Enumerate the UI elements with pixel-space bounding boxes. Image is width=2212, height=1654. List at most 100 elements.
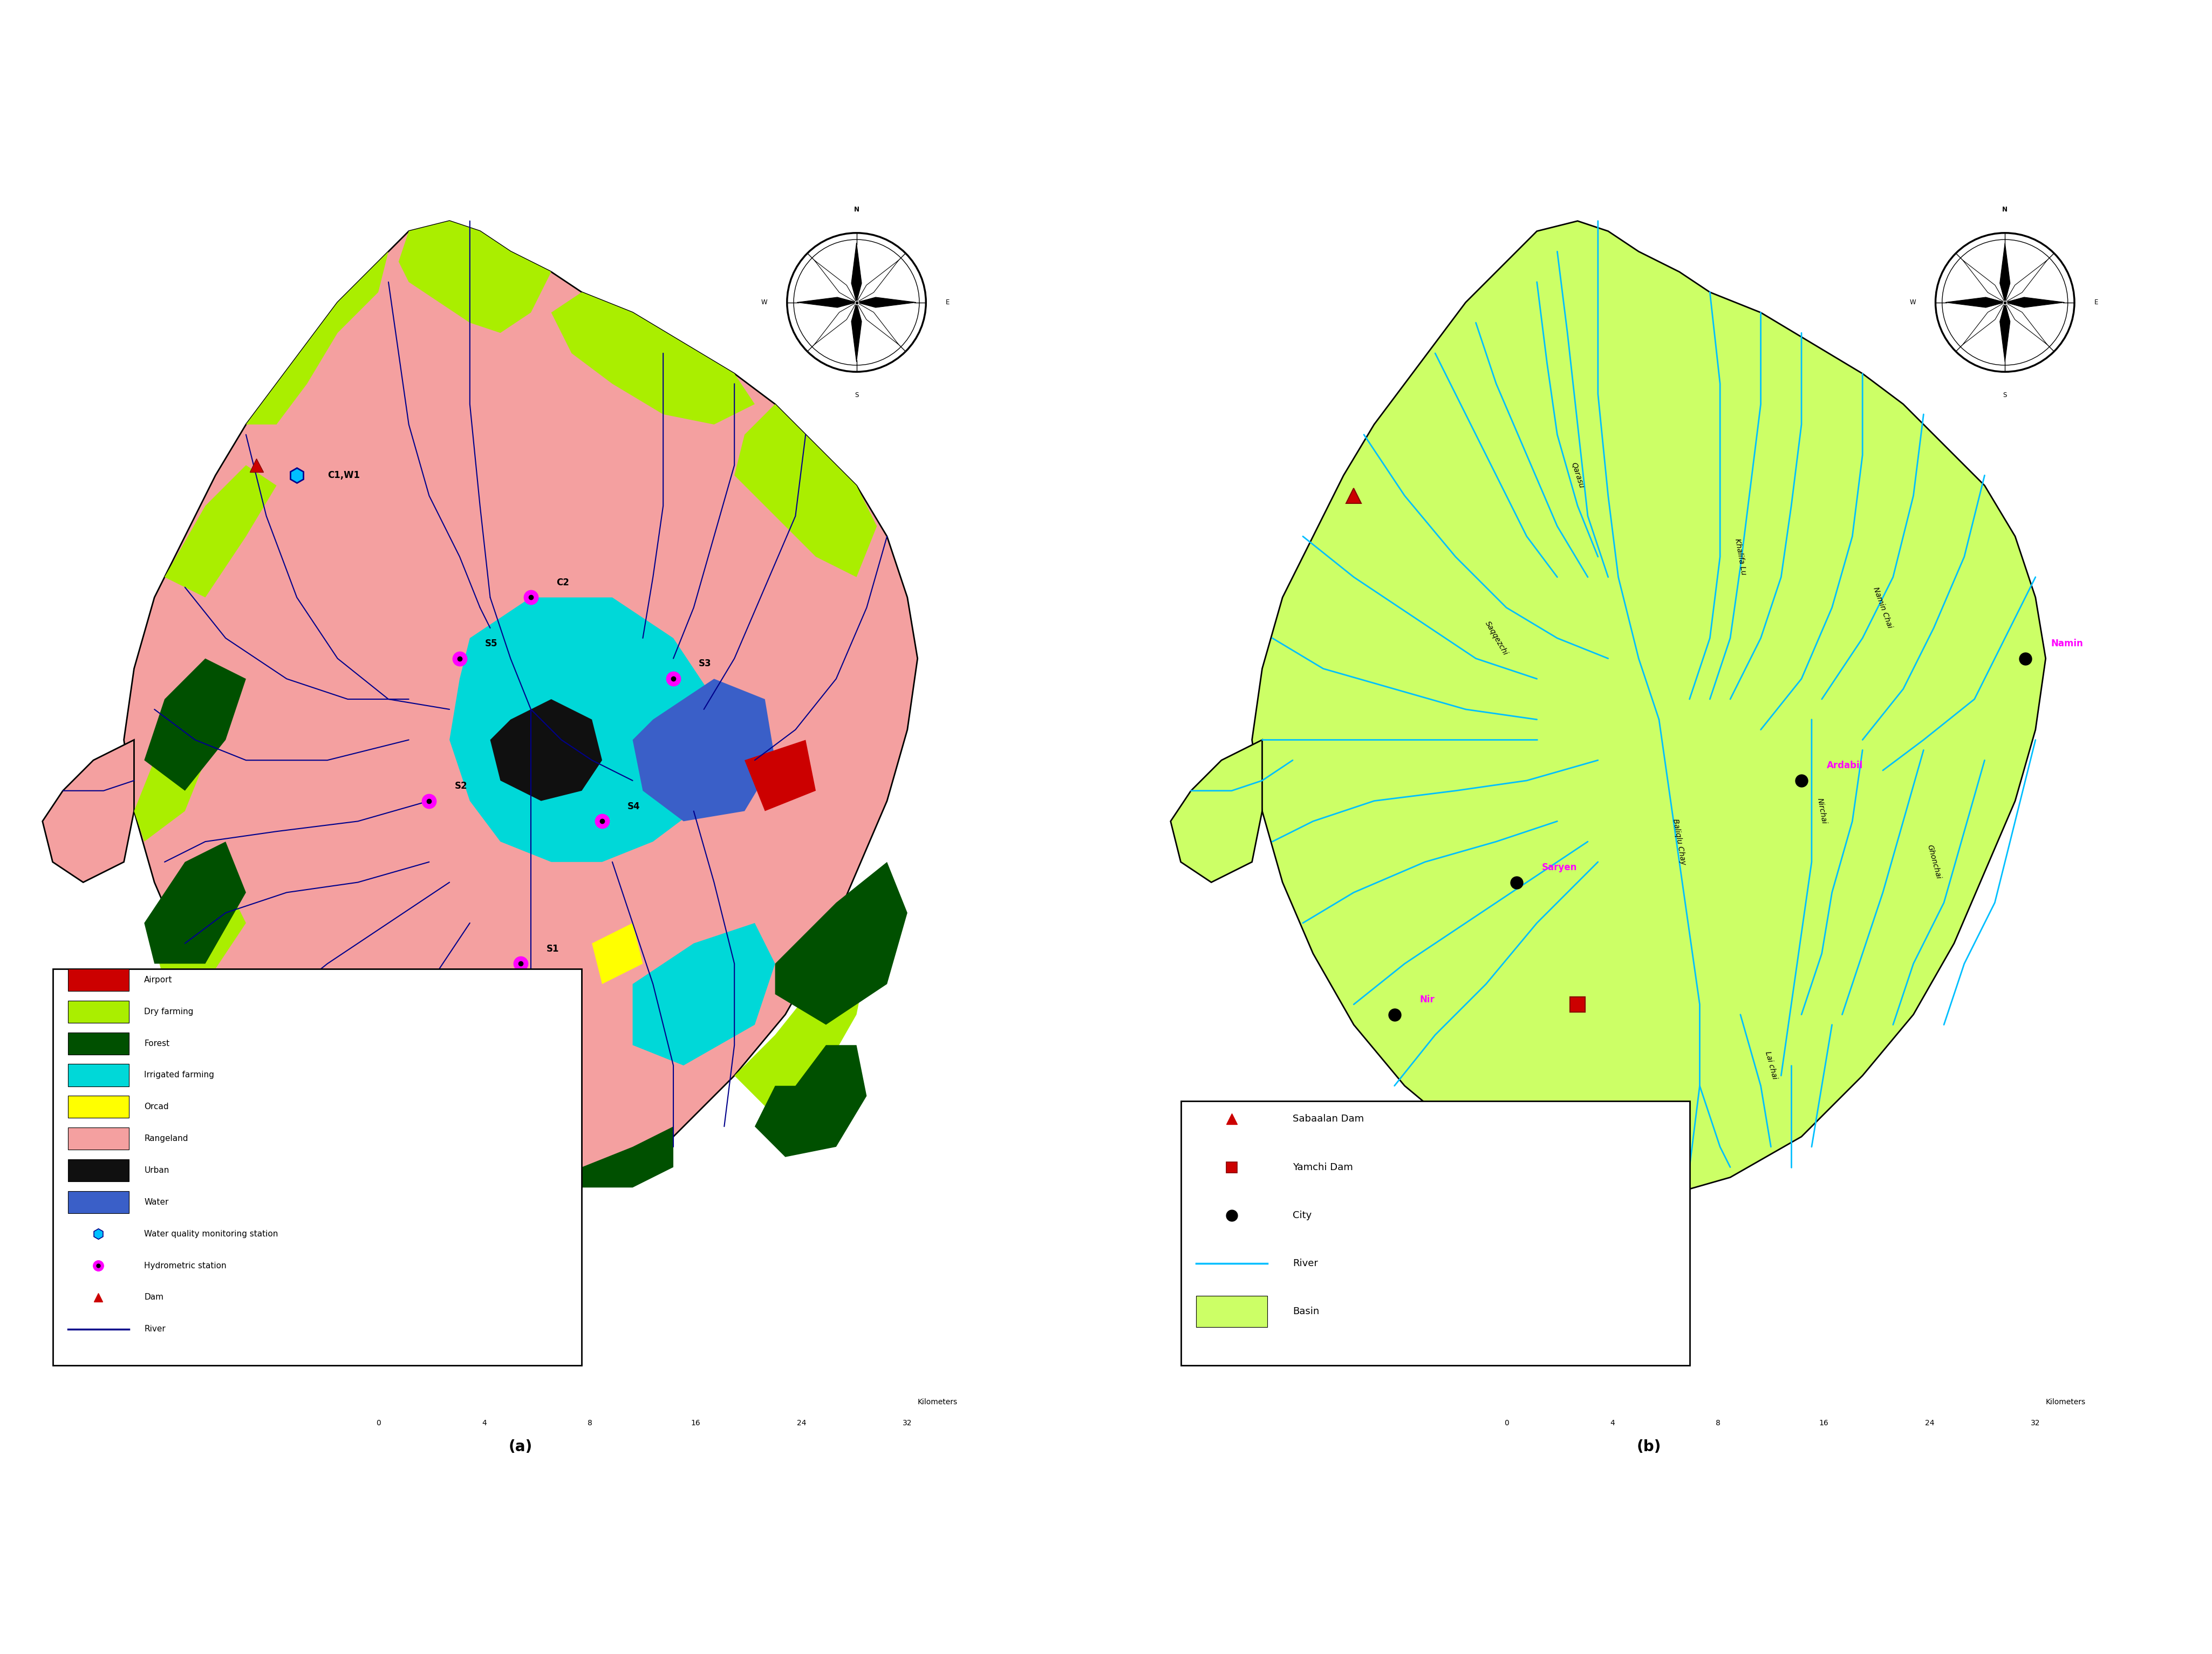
Polygon shape [852, 303, 863, 362]
Bar [1506, 1393, 1613, 1411]
Text: C1,W1: C1,W1 [327, 470, 361, 480]
Polygon shape [2004, 298, 2064, 308]
Polygon shape [164, 465, 276, 597]
Text: Kilometers: Kilometers [2046, 1398, 2086, 1406]
Polygon shape [814, 260, 856, 303]
Text: Urban: Urban [144, 1166, 170, 1174]
Text: River: River [144, 1325, 166, 1333]
Polygon shape [745, 739, 816, 810]
Text: Water: Water [144, 1197, 168, 1206]
Polygon shape [856, 303, 898, 344]
Text: C2: C2 [557, 577, 568, 587]
Text: Orcad: Orcad [144, 1103, 168, 1111]
Polygon shape [633, 923, 774, 1065]
Polygon shape [734, 404, 876, 577]
Text: 4: 4 [482, 1419, 487, 1427]
Text: S3: S3 [699, 658, 712, 668]
Text: N: N [2002, 207, 2008, 213]
Polygon shape [2000, 243, 2011, 303]
Text: S5: S5 [484, 638, 498, 648]
Text: Ghonchai: Ghonchai [1924, 844, 1942, 880]
Polygon shape [2000, 303, 2011, 362]
Text: Namin: Namin [2051, 638, 2084, 648]
Text: 4: 4 [1610, 1419, 1615, 1427]
Text: S4: S4 [628, 802, 639, 810]
Text: Saqqezchi: Saqqezchi [1484, 620, 1509, 657]
Text: Forest: Forest [144, 1039, 170, 1047]
Polygon shape [144, 842, 246, 964]
Bar [69, 1159, 128, 1181]
Bar [69, 1032, 128, 1055]
Text: City: City [1292, 1211, 1312, 1221]
Text: Irrigated farming: Irrigated farming [144, 1072, 215, 1078]
Text: Dam: Dam [144, 1293, 164, 1302]
Bar [69, 1128, 128, 1150]
Text: S: S [854, 392, 858, 399]
Polygon shape [449, 597, 714, 862]
Polygon shape [1962, 303, 2004, 344]
Text: Dry farming: Dry farming [144, 1007, 192, 1016]
Polygon shape [852, 243, 863, 303]
Polygon shape [796, 298, 856, 308]
Text: Ardabil: Ardabil [1827, 761, 1863, 771]
Bar [378, 1393, 484, 1411]
Text: S: S [2004, 392, 2006, 399]
Text: Khalifa Lu: Khalifa Lu [1734, 538, 1747, 576]
Polygon shape [155, 882, 246, 984]
Text: Nirchai: Nirchai [1816, 797, 1827, 825]
Bar [801, 1393, 907, 1411]
Bar [1719, 1393, 1825, 1411]
Text: Lai chai: Lai chai [1763, 1050, 1778, 1080]
Polygon shape [1170, 739, 1263, 882]
Polygon shape [856, 260, 898, 303]
Text: River: River [1292, 1259, 1318, 1269]
Text: N: N [854, 207, 858, 213]
Text: 0: 0 [1504, 1419, 1509, 1427]
Text: Namin Chai: Namin Chai [1871, 586, 1893, 629]
Text: Basin: Basin [1292, 1307, 1318, 1317]
Text: E: E [2095, 299, 2099, 306]
Bar [69, 1095, 128, 1118]
Polygon shape [1252, 222, 2046, 1197]
Text: Nir: Nir [1420, 994, 1436, 1004]
Bar [69, 1191, 128, 1214]
Text: 8: 8 [588, 1419, 593, 1427]
Polygon shape [1944, 298, 2004, 308]
Polygon shape [551, 293, 754, 425]
Text: W: W [1909, 299, 1916, 306]
Text: W: W [761, 299, 768, 306]
Polygon shape [491, 700, 602, 801]
Bar [1197, 1295, 1267, 1327]
Text: Sabaalan Dam: Sabaalan Dam [1292, 1115, 1365, 1125]
Polygon shape [582, 1126, 672, 1188]
Polygon shape [460, 1107, 511, 1168]
Text: S2: S2 [456, 781, 467, 791]
Text: 8: 8 [1717, 1419, 1721, 1427]
Text: Kilometers: Kilometers [918, 1398, 958, 1406]
Text: Hydrometric station: Hydrometric station [144, 1262, 226, 1270]
Polygon shape [593, 923, 644, 984]
Text: 24: 24 [1924, 1419, 1933, 1427]
Bar [53, 969, 582, 1366]
Text: Rangeland: Rangeland [144, 1135, 188, 1143]
Text: (b): (b) [1637, 1439, 1661, 1454]
Polygon shape [1962, 260, 2004, 303]
Text: Saryen: Saryen [1542, 862, 1577, 872]
Polygon shape [144, 658, 246, 791]
Text: (a): (a) [509, 1439, 533, 1454]
Text: Baliqlu Chay: Baliqlu Chay [1672, 819, 1688, 865]
Text: 32: 32 [2031, 1419, 2039, 1427]
Text: 16: 16 [1818, 1419, 1829, 1427]
Polygon shape [246, 251, 389, 425]
Bar [1613, 1393, 1719, 1411]
Polygon shape [42, 739, 135, 882]
Bar [1929, 1393, 2035, 1411]
Polygon shape [135, 729, 206, 842]
Polygon shape [734, 943, 867, 1116]
Text: Airport: Airport [144, 976, 173, 984]
Text: Qarasu: Qarasu [1571, 461, 1586, 490]
Bar [69, 1001, 128, 1022]
Polygon shape [2004, 260, 2046, 303]
Text: Water quality monitoring station: Water quality monitoring station [144, 1231, 279, 1237]
Polygon shape [856, 298, 916, 308]
